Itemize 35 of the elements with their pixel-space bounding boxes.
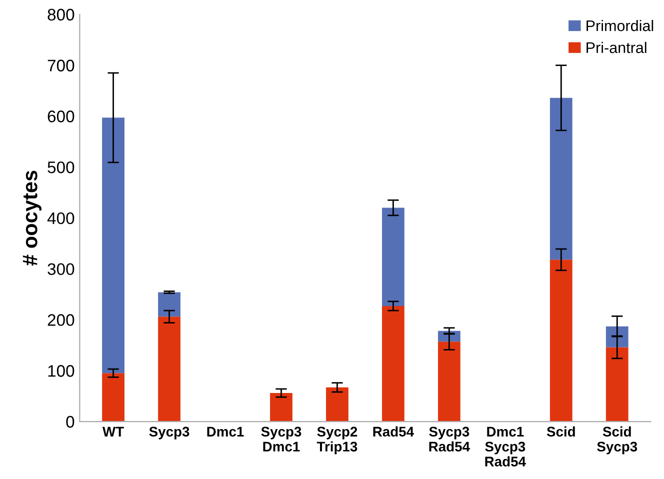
- bar: [326, 387, 348, 422]
- bar: [550, 260, 572, 422]
- y-tick-label: 700: [48, 60, 74, 72]
- y-tick-label: 400: [47, 212, 74, 224]
- y-tick-label: 200: [48, 314, 74, 326]
- bar: [606, 347, 628, 422]
- x-tick-label: Scid: [546, 426, 575, 437]
- bar: [102, 373, 124, 422]
- x-tick-label: Sycp3 Rad54: [429, 426, 470, 452]
- legend-label: Primordial: [586, 20, 654, 32]
- bar: [550, 98, 572, 260]
- y-tick-label: 800: [48, 8, 74, 21]
- x-tick-label: Dmc1: [207, 426, 244, 437]
- bar: [382, 208, 404, 306]
- y-tick-label: 600: [48, 110, 74, 122]
- bar: [102, 118, 124, 374]
- x-tick-label: WT: [102, 426, 124, 436]
- legend-label: Pri-antral: [586, 42, 646, 54]
- x-tick-label: Sycp3 Dmc1: [261, 426, 302, 452]
- x-tick-label: Sycp2 Trip13: [316, 426, 358, 454]
- bar: [158, 316, 180, 422]
- y-tick-label: 500: [48, 161, 74, 174]
- x-tick-label: Scid Sycp3: [597, 426, 638, 454]
- y-tick-label: 300: [48, 263, 74, 276]
- x-tick-label: Sycp3: [149, 426, 190, 440]
- x-tick-label: Dmc1 Sycp3 Rad54: [485, 426, 526, 467]
- y-tick-label: 0: [66, 416, 74, 428]
- bar: [438, 342, 460, 422]
- bar: [382, 306, 404, 422]
- y-axis-title: # oocytes: [22, 170, 42, 266]
- bar: [270, 393, 292, 422]
- bar: [158, 292, 180, 317]
- bar: [606, 326, 628, 348]
- x-tick-label: Rad54: [373, 426, 414, 437]
- y-tick-label: 100: [48, 365, 74, 377]
